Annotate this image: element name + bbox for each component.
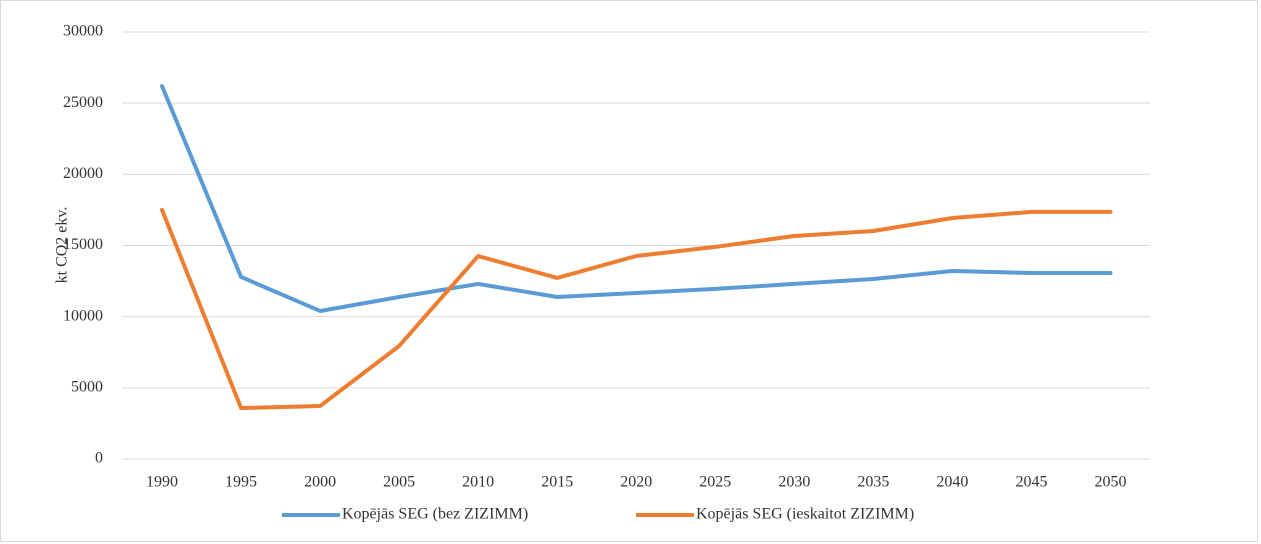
line xyxy=(160,207,1113,411)
y-tick-label: 0 xyxy=(95,450,103,467)
legend-label: Kopējās SEG (ieskaitot ZIZIMM) xyxy=(696,506,914,523)
x-tick-label: 2035 xyxy=(857,474,889,491)
y-tick-label: 5000 xyxy=(71,379,103,396)
x-tick-label: 1995 xyxy=(225,474,257,491)
x-tick-label: 2050 xyxy=(1094,474,1126,491)
y-tick-label: 15000 xyxy=(63,236,103,253)
x-tick-label: 2045 xyxy=(1015,474,1047,491)
line xyxy=(160,84,1113,313)
x-tick-label: 2015 xyxy=(541,474,573,491)
x-tick-label: 2010 xyxy=(462,474,494,491)
x-tick-label: 2025 xyxy=(699,474,731,491)
y-tick-label: 25000 xyxy=(63,94,103,111)
x-tick-label: 2000 xyxy=(304,474,336,491)
x-tick-label: 1990 xyxy=(146,474,178,491)
x-tick-label: 2040 xyxy=(936,474,968,491)
y-tick-label: 20000 xyxy=(63,165,103,182)
x-tick-label: 2020 xyxy=(620,474,652,491)
x-tick-label: 2005 xyxy=(383,474,415,491)
y-axis-label: kt CO2 ekv. xyxy=(54,207,71,284)
x-tick-label: 2030 xyxy=(778,474,810,491)
y-tick-label: 30000 xyxy=(63,23,103,40)
legend-label: Kopējās SEG (bez ZIZIMM) xyxy=(342,506,528,523)
y-tick-label: 10000 xyxy=(63,307,103,324)
